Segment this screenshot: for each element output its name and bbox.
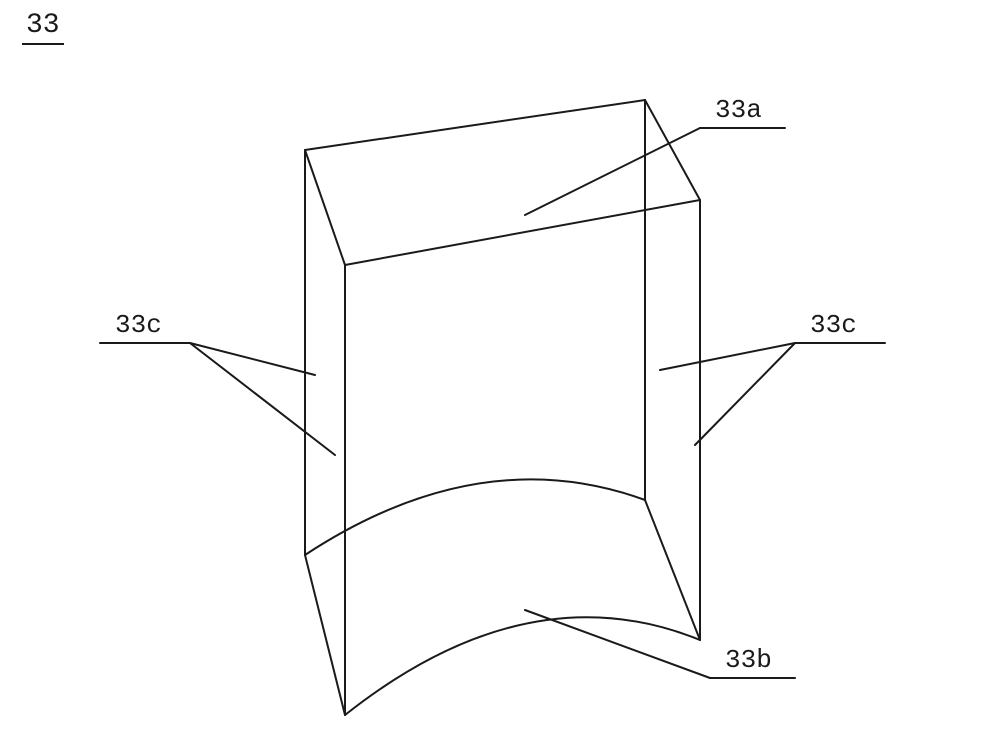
prism-diagram [0,0,1000,743]
callout-label-33c-left: 33c [115,310,162,340]
callout-label-33c-right: 33c [810,310,857,340]
figure-number-label: 33 [22,10,64,45]
callout-label-33b: 33b [725,645,772,675]
callout-label-33a: 33a [715,95,762,125]
